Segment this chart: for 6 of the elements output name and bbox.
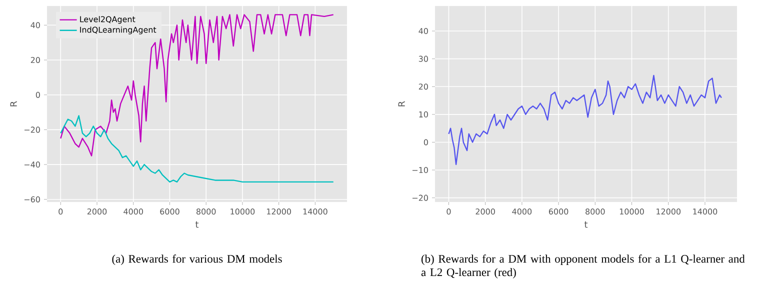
x-axis-title: t [584, 221, 588, 228]
text: (a) Rewards for various DM models [112, 254, 282, 266]
x-axis-title: t [195, 221, 199, 228]
text: (b) Rewards for a DM with opponent models for a L1 Q-learner and a L2 Q-learner (red) [421, 254, 745, 278]
y-axis-title: R [10, 101, 17, 106]
y-axis-title: R [398, 101, 405, 106]
